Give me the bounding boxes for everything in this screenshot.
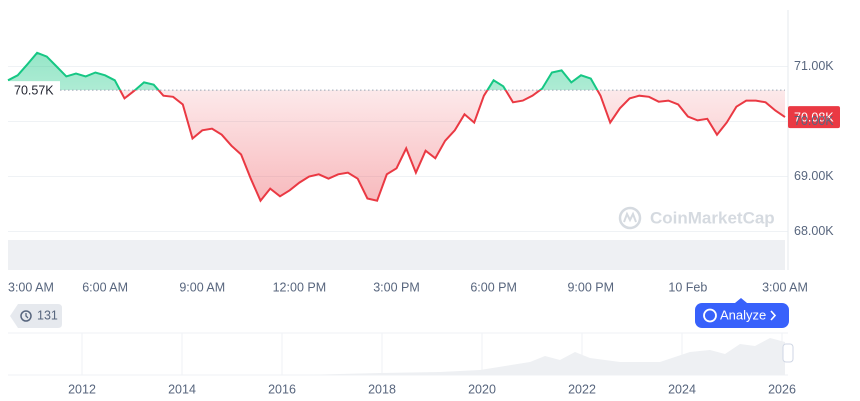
overview-tick-label: 2020 xyxy=(468,382,496,396)
overview-area xyxy=(8,338,785,375)
overview-tick-label: 2022 xyxy=(568,382,596,396)
x-tick-label: 12:00 PM xyxy=(273,280,327,294)
analyze-button[interactable]: Analyze xyxy=(695,298,789,328)
y-tick-label: 71.00K xyxy=(794,59,834,73)
overview-tick-label: 2024 xyxy=(668,382,696,396)
button-text: Analyze xyxy=(720,307,766,322)
watermark: CoinMarketCap xyxy=(618,206,775,230)
overview-tick-label: 2012 xyxy=(68,382,96,396)
y-tick-label: 69.00K xyxy=(794,169,834,183)
area-up xyxy=(8,52,785,91)
x-tick-label: 3:00 AM xyxy=(8,280,54,294)
overview-tick-label: 2014 xyxy=(168,382,196,396)
overview-tick-label: 2016 xyxy=(268,382,296,396)
overview-tick-label: 2026 xyxy=(768,382,796,396)
x-tick-label: 6:00 PM xyxy=(470,280,517,294)
overview-handle[interactable] xyxy=(782,343,794,363)
x-tick-label: 3:00 AM xyxy=(762,280,808,294)
price-line-down xyxy=(118,90,786,203)
x-tick-label: 9:00 PM xyxy=(567,280,614,294)
area-down xyxy=(120,90,785,201)
watermark-text: CoinMarketCap xyxy=(650,208,775,227)
baseline-label: 70.57K xyxy=(14,83,54,97)
price-line-up xyxy=(7,51,599,91)
last-price-label: 70.08K xyxy=(794,110,834,124)
volume-area xyxy=(8,240,785,270)
x-tick-label: 3:00 PM xyxy=(373,280,420,294)
x-tick-label: 6:00 AM xyxy=(82,280,128,294)
y-tick-label: 68.00K xyxy=(794,224,834,238)
last-price-tag xyxy=(788,106,840,129)
y-tick-label: 70.00K xyxy=(794,114,834,128)
history-badge[interactable]: 131 xyxy=(10,304,62,328)
x-tick-label: 10 Feb xyxy=(668,280,707,294)
x-tick-label: 9:00 AM xyxy=(179,280,225,294)
baseline-tag xyxy=(8,81,60,100)
overview-tick-label: 2018 xyxy=(368,382,396,396)
badge-text: 131 xyxy=(37,308,58,322)
